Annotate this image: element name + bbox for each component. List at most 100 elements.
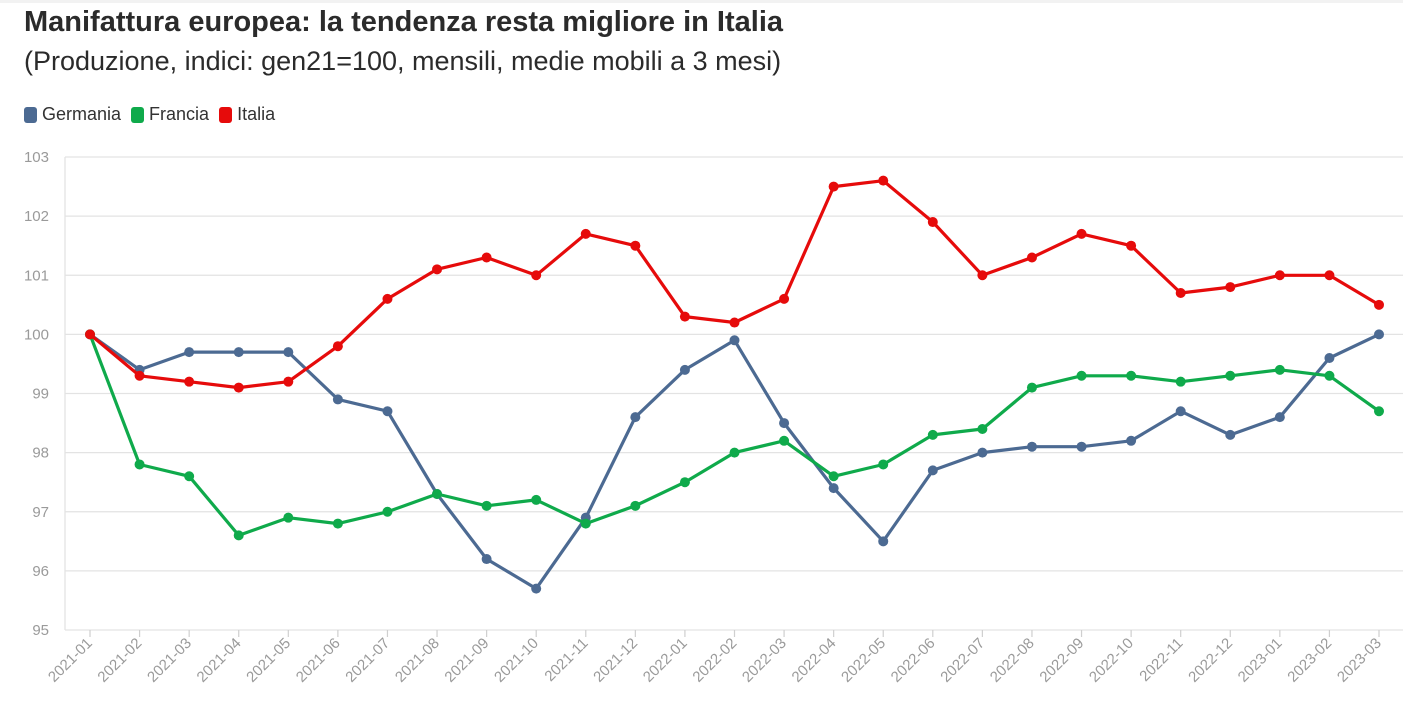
- data-point-germania: [531, 583, 542, 594]
- series-line-francia: [88, 332, 1381, 538]
- data-point-germania: [927, 465, 938, 476]
- data-point-francia: [878, 459, 889, 470]
- x-tick-label: 2022-08: [987, 635, 1038, 686]
- data-point-germania: [184, 347, 195, 358]
- data-point-italia: [878, 175, 889, 186]
- legend-swatch-italia: [219, 106, 233, 123]
- data-point-francia: [1324, 370, 1335, 381]
- data-point-francia: [1374, 406, 1384, 417]
- data-point-italia: [1076, 228, 1087, 239]
- data-point-germania: [1374, 329, 1384, 340]
- data-point-germania: [382, 406, 393, 417]
- data-point-francia: [382, 506, 393, 517]
- data-point-germania: [1076, 441, 1087, 452]
- legend-label-italia: Italia: [237, 104, 276, 124]
- data-point-francia: [927, 429, 938, 440]
- x-tick-label: 2021-04: [194, 635, 245, 686]
- data-point-francia: [580, 518, 591, 529]
- x-tick-label: 2021-05: [243, 635, 294, 686]
- x-tick-label: 2021-10: [491, 635, 542, 686]
- x-tick-label: 2021-07: [342, 635, 393, 686]
- legend-item-germania[interactable]: Germania: [24, 104, 121, 125]
- data-point-italia: [580, 228, 591, 239]
- data-point-francia: [531, 494, 542, 505]
- data-point-germania: [630, 412, 641, 423]
- data-point-germania: [1026, 441, 1037, 452]
- legend-item-francia[interactable]: Francia: [131, 104, 209, 125]
- data-point-germania: [233, 347, 244, 358]
- data-point-italia: [184, 376, 195, 387]
- data-point-francia: [1225, 370, 1236, 381]
- data-point-germania: [878, 536, 889, 547]
- data-point-italia: [432, 264, 443, 275]
- legend-swatch-germania: [24, 106, 37, 123]
- x-tick-label: 2023-01: [1235, 635, 1286, 686]
- y-tick-label: 97: [32, 504, 49, 521]
- data-point-francia: [233, 530, 244, 541]
- y-tick-label: 100: [24, 326, 49, 343]
- x-tick-label: 2021-06: [293, 635, 344, 686]
- data-point-germania: [1126, 435, 1137, 446]
- data-point-italia: [977, 270, 988, 281]
- y-tick-label: 99: [32, 386, 49, 403]
- top-rule: [0, 0, 1403, 3]
- data-point-italia: [531, 270, 542, 281]
- x-tick-label: 2021-08: [392, 635, 443, 686]
- data-point-italia: [233, 382, 244, 393]
- x-tick-label: 2022-06: [888, 635, 939, 686]
- x-tick-label: 2022-01: [640, 635, 691, 686]
- x-tick-label: 2021-02: [94, 635, 145, 686]
- x-tick-label: 2022-11: [1136, 635, 1186, 685]
- chart-title: Manifattura europea: la tendenza resta m…: [24, 6, 784, 38]
- x-tick-label: 2021-12: [590, 635, 641, 686]
- chart-subtitle: (Produzione, indici: gen21=100, mensili,…: [24, 46, 782, 76]
- data-point-italia: [1374, 299, 1384, 310]
- x-tick-label: 2023-02: [1284, 635, 1335, 686]
- x-tick-label: 2022-10: [1086, 635, 1137, 686]
- data-point-italia: [1324, 270, 1335, 281]
- data-point-francia: [1175, 376, 1186, 387]
- data-point-italia: [85, 329, 95, 340]
- data-point-francia: [432, 489, 443, 500]
- data-point-francia: [283, 512, 294, 523]
- y-tick-label: 98: [32, 445, 49, 462]
- x-tick-label: 2021-03: [144, 635, 195, 686]
- data-point-francia: [977, 423, 988, 434]
- y-tick-label: 96: [32, 563, 49, 580]
- data-point-germania: [283, 347, 294, 358]
- data-point-italia: [927, 217, 938, 228]
- data-point-francia: [481, 500, 492, 511]
- data-point-italia: [332, 341, 343, 352]
- data-point-germania: [481, 554, 492, 565]
- data-point-francia: [184, 471, 195, 482]
- data-point-francia: [332, 518, 343, 529]
- x-tick-label: 2021-01: [45, 635, 96, 686]
- data-point-italia: [1175, 287, 1186, 298]
- x-tick-label: 2022-09: [1036, 635, 1087, 686]
- data-point-germania: [828, 483, 839, 494]
- data-point-italia: [1225, 282, 1236, 293]
- y-tick-label: 101: [24, 267, 49, 284]
- x-tick-label: 2022-05: [838, 635, 889, 686]
- data-point-germania: [1225, 429, 1236, 440]
- data-point-francia: [630, 500, 641, 511]
- x-tick-label: 2021-09: [441, 635, 492, 686]
- data-point-italia: [481, 252, 492, 263]
- legend-swatch-francia: [131, 106, 145, 123]
- data-point-italia: [828, 181, 839, 192]
- data-point-francia: [729, 447, 740, 458]
- legend: Germania Francia Italia: [24, 104, 285, 125]
- data-point-germania: [1274, 412, 1285, 423]
- data-point-germania: [1175, 406, 1186, 417]
- legend-item-italia[interactable]: Italia: [219, 104, 275, 125]
- data-point-italia: [729, 317, 740, 328]
- y-tick-label: 102: [24, 208, 49, 225]
- data-point-francia: [1274, 364, 1285, 375]
- x-tick-label: 2021-11: [541, 635, 591, 685]
- data-point-francia: [679, 477, 690, 488]
- data-point-germania: [977, 447, 988, 458]
- data-point-italia: [679, 311, 690, 322]
- x-tick-label: 2022-07: [937, 635, 988, 686]
- data-point-francia: [1126, 370, 1137, 381]
- data-point-germania: [1324, 353, 1335, 364]
